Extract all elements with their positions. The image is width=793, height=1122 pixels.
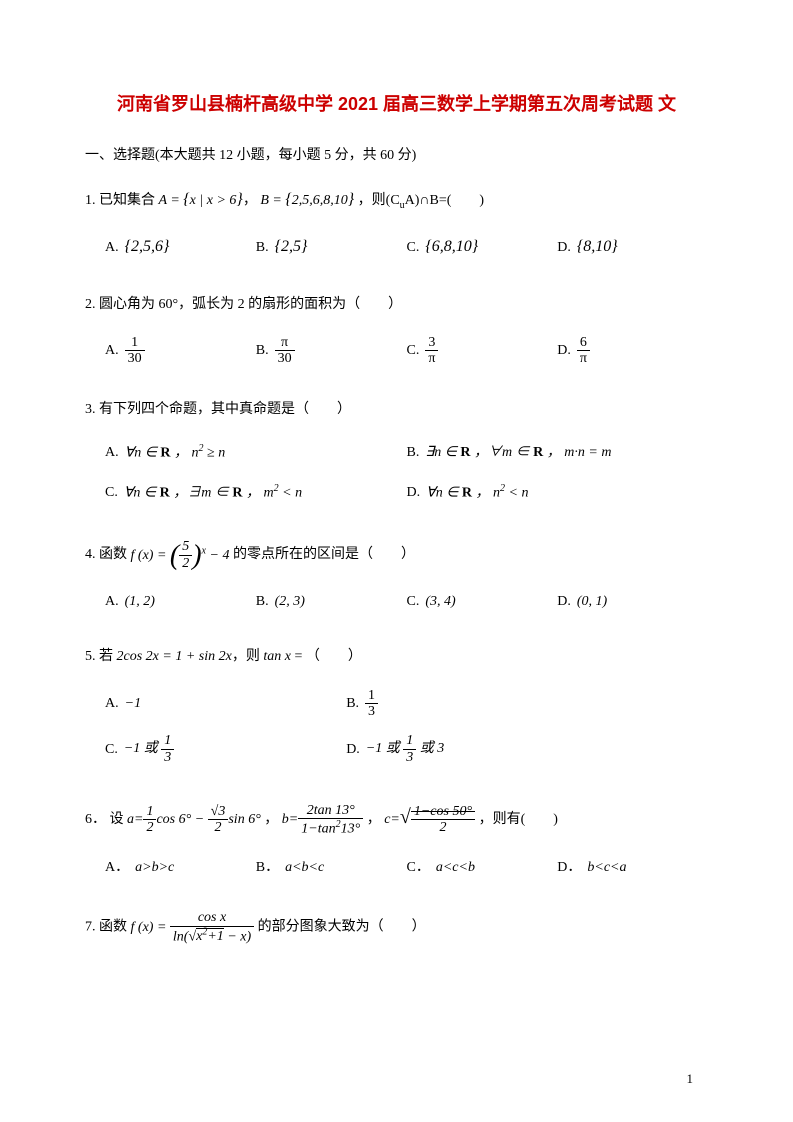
func-expr: f (x) = cos xln(√x2+1 − x) [131, 920, 255, 935]
option-a: A. (1, 2) [105, 589, 256, 614]
option-b: B. 13 [346, 688, 708, 720]
options: A． a>b>c B． a<b<c C． a<c<b D． b<c<a [85, 855, 708, 890]
q-num: 2. [85, 297, 96, 312]
func-expr: f (x) = (52)x − 4 [131, 548, 230, 563]
option-c: C. ∀n ∈ R ，∃m ∈ R ， m2 < n [105, 480, 407, 506]
q-suffix: ，则(CuA)∩B=( ) [358, 193, 484, 208]
options: A. {2,5,6} B. {2,5} C. {6,8,10} D. {8,10… [85, 233, 708, 272]
option-c: C. {6,8,10} [407, 233, 558, 262]
q-suffix: ，则有( ) [479, 812, 558, 827]
option-c: C. (3, 4) [407, 589, 558, 614]
exam-title: 河南省罗山县楠杆高级中学 2021 届高三数学上学期第五次周考试题 文 [85, 90, 708, 116]
option-a: A． a>b>c [105, 855, 256, 880]
q-text: 已知集合 [99, 193, 159, 208]
b-def: b=2tan 13°1−tan213° [282, 812, 363, 827]
option-c: C. −1 或 13 [105, 733, 346, 765]
q-num: 7. [85, 920, 96, 935]
q-prefix: 设 [110, 812, 128, 827]
option-c: C. 3π [407, 335, 558, 367]
option-d: D. ∀n ∈ R ， n2 < n [407, 480, 709, 506]
q-prefix: 函数 [99, 920, 131, 935]
q-num: 3. [85, 402, 96, 417]
option-a: A. −1 [105, 688, 346, 720]
q-suffix: 的部分图象大致为（ ） [258, 920, 426, 935]
question-text: 4. 函数 f (x) = (52)x − 4 的零点所在的区间是（ ） [85, 539, 708, 571]
option-b: B． a<b<c [256, 855, 407, 880]
q-num: 4. [85, 548, 96, 563]
option-d: D. {8,10} [557, 233, 708, 262]
set-a: A = {x | x > 6} [159, 193, 243, 208]
q-num: 5. [85, 649, 96, 664]
question-7: 7. 函数 f (x) = cos xln(√x2+1 − x) 的部分图象大致… [85, 910, 708, 944]
page-number: 1 [687, 1071, 694, 1087]
option-b: B. ∃n ∈ R ，∀m ∈ R ， m·n = m [407, 440, 709, 466]
option-d: D． b<c<a [557, 855, 708, 880]
a-def: a=12cos 6° − √32sin 6° [127, 812, 261, 827]
option-a: A. {2,5,6} [105, 233, 256, 262]
question-6: 6． 设 a=12cos 6° − √32sin 6° ， b=2tan 13°… [85, 799, 708, 890]
c-def: c=√1−cos 50°2 [384, 812, 475, 827]
q-text: 有下列四个命题，其中真命题是（ ） [99, 402, 351, 417]
q-text: 圆心角为 60°，弧长为 2 的扇形的面积为（ ） [99, 297, 402, 312]
options: A. ∀n ∈ R ， n2 ≥ n B. ∃n ∈ R ，∀m ∈ R ， m… [85, 440, 708, 520]
question-text: 1. 已知集合 A = {x | x > 6}， B = {2,5,6,8,10… [85, 186, 708, 215]
set-b: B = {2,5,6,8,10} [260, 193, 354, 208]
q-text: 若 2cos 2x = 1 + sin 2x，则 tan x = （ ） [99, 649, 362, 664]
q-suffix: 的零点所在的区间是（ ） [233, 548, 415, 563]
option-b: B. {2,5} [256, 233, 407, 262]
q-num: 1. [85, 193, 96, 208]
options: A. 130 B. π30 C. 3π D. 6π [85, 335, 708, 377]
option-b: B. π30 [256, 335, 407, 367]
question-3: 3. 有下列四个命题，其中真命题是（ ） A. ∀n ∈ R ， n2 ≥ n … [85, 397, 708, 520]
option-d: D. 6π [557, 335, 708, 367]
option-c: C． a<c<b [407, 855, 558, 880]
option-a: A. ∀n ∈ R ， n2 ≥ n [105, 440, 407, 466]
question-4: 4. 函数 f (x) = (52)x − 4 的零点所在的区间是（ ） A. … [85, 539, 708, 624]
option-d: D. (0, 1) [557, 589, 708, 614]
q-num: 6． [85, 812, 106, 827]
option-b: B. (2, 3) [256, 589, 407, 614]
option-d: D. −1 或 13 或 3 [346, 733, 708, 765]
question-1: 1. 已知集合 A = {x | x > 6}， B = {2,5,6,8,10… [85, 186, 708, 272]
q-prefix: 函数 [99, 548, 131, 563]
options: A. (1, 2) B. (2, 3) C. (3, 4) D. (0, 1) [85, 589, 708, 624]
question-text: 2. 圆心角为 60°，弧长为 2 的扇形的面积为（ ） [85, 292, 708, 317]
option-a: A. 130 [105, 335, 256, 367]
question-text: 5. 若 2cos 2x = 1 + sin 2x，则 tan x = （ ） [85, 644, 708, 669]
question-2: 2. 圆心角为 60°，弧长为 2 的扇形的面积为（ ） A. 130 B. π… [85, 292, 708, 377]
question-text: 6． 设 a=12cos 6° − √32sin 6° ， b=2tan 13°… [85, 799, 708, 837]
section-header: 一、选择题(本大题共 12 小题，每小题 5 分，共 60 分) [85, 144, 708, 164]
question-text: 3. 有下列四个命题，其中真命题是（ ） [85, 397, 708, 422]
question-text: 7. 函数 f (x) = cos xln(√x2+1 − x) 的部分图象大致… [85, 910, 708, 944]
question-5: 5. 若 2cos 2x = 1 + sin 2x，则 tan x = （ ） … [85, 644, 708, 779]
options: A. −1 B. 13 C. −1 或 13 D. −1 或 13 或 3 [85, 688, 708, 780]
